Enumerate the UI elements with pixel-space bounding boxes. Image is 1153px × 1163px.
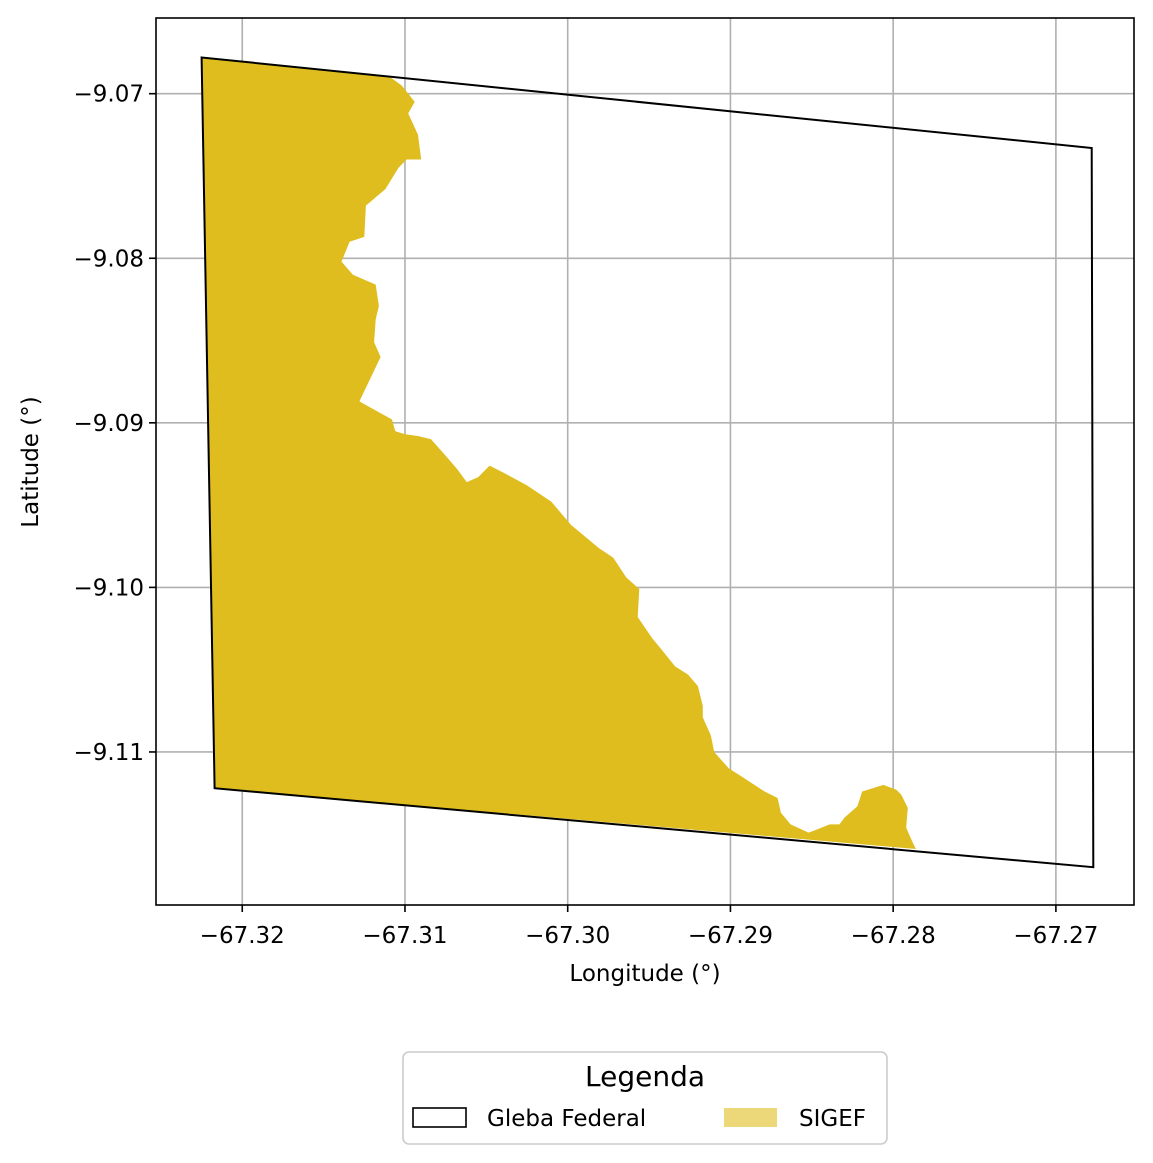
y-axis-ticks: −9.07 −9.08 −9.09 −9.10 −9.11 bbox=[74, 82, 156, 766]
y-tick-label: −9.09 bbox=[74, 411, 144, 437]
y-tick-label: −9.10 bbox=[74, 575, 144, 601]
x-tick-label: −67.32 bbox=[200, 923, 285, 949]
plot-area: −67.32 −67.31 −67.30 −67.29 −67.28 −67.27 −9.… bbox=[74, 17, 1135, 949]
plot-frame bbox=[155, 17, 1135, 906]
y-tick-label: −9.08 bbox=[74, 246, 144, 272]
x-tick-label: −67.30 bbox=[525, 923, 610, 949]
legend-label-gleba: Gleba Federal bbox=[487, 1106, 646, 1132]
x-tick-label: −67.27 bbox=[1013, 923, 1098, 949]
legend: Legenda Gleba Federal SIGEF bbox=[402, 1051, 888, 1145]
y-axis-label: Latitude (°) bbox=[18, 396, 44, 527]
gleba-federal-polygon bbox=[200, 56, 1095, 869]
x-tick-label: −67.29 bbox=[688, 923, 773, 949]
legend-swatch-sigef bbox=[724, 1108, 777, 1127]
x-tick-label: −67.28 bbox=[851, 923, 936, 949]
y-tick-label: −9.11 bbox=[74, 740, 144, 766]
sigef-polygon bbox=[201, 57, 916, 849]
y-tick-label: −9.07 bbox=[74, 82, 144, 108]
legend-title: Legenda bbox=[585, 1060, 705, 1093]
map-layers bbox=[200, 56, 1095, 869]
legend-swatch-gleba bbox=[412, 1107, 467, 1128]
legend-label-sigef: SIGEF bbox=[799, 1106, 866, 1132]
x-axis-label: Longitude (°) bbox=[569, 961, 720, 987]
x-tick-label: −67.31 bbox=[362, 923, 447, 949]
x-axis-ticks: −67.32 −67.31 −67.30 −67.29 −67.28 −67.27 bbox=[200, 905, 1098, 949]
